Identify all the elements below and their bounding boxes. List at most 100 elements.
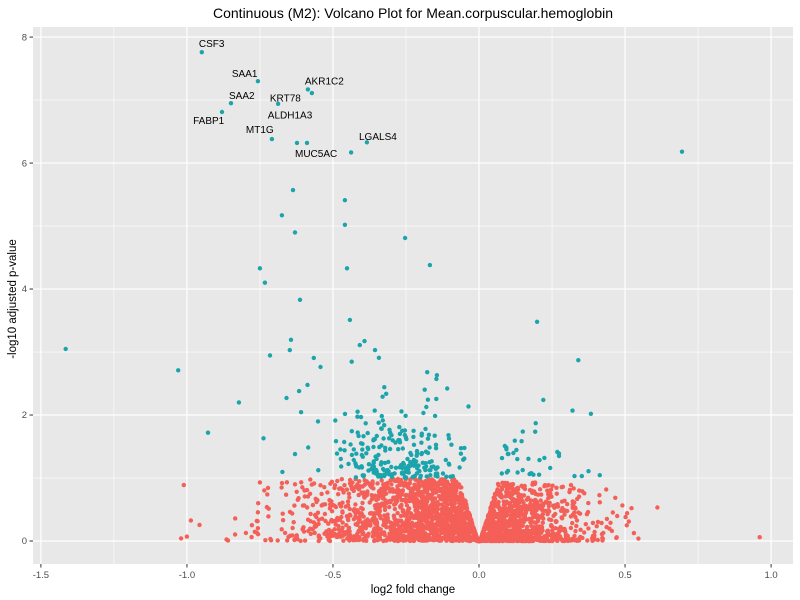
data-point-nonsignificant [547, 509, 552, 514]
data-point-nonsignificant [284, 480, 290, 485]
data-point-significant [429, 459, 434, 464]
data-point-nonsignificant [535, 518, 541, 524]
data-point-significant [514, 447, 519, 453]
data-point-nonsignificant [540, 503, 546, 508]
data-point-nonsignificant [382, 504, 388, 510]
data-point-nonsignificant [532, 481, 538, 487]
data-point-nonsignificant [337, 486, 342, 491]
data-point-significant [400, 446, 405, 451]
data-point-significant [402, 475, 407, 480]
data-point-significant [457, 465, 462, 470]
data-point-significant [433, 442, 439, 447]
data-point-significant [423, 467, 428, 473]
data-point-nonsignificant [387, 498, 392, 504]
data-point-nonsignificant [399, 519, 405, 525]
x-axis-title: log2 fold change [370, 584, 456, 596]
data-point-nonsignificant [459, 531, 464, 536]
data-point-nonsignificant [342, 531, 347, 536]
data-point-nonsignificant [373, 506, 378, 511]
data-point-nonsignificant [597, 500, 602, 505]
data-point-nonsignificant [413, 531, 418, 537]
data-point-nonsignificant [504, 506, 510, 512]
data-point-significant [586, 469, 591, 474]
data-point-significant [342, 198, 348, 203]
data-point-nonsignificant [583, 522, 588, 527]
data-point-nonsignificant [387, 537, 393, 542]
data-point-significant [292, 230, 298, 235]
data-point-significant [342, 439, 347, 445]
data-point-nonsignificant [431, 500, 436, 505]
data-point-nonsignificant [516, 494, 521, 499]
data-point-nonsignificant [373, 529, 378, 534]
data-point-nonsignificant [394, 529, 400, 534]
data-point-nonsignificant [513, 538, 518, 543]
data-point-nonsignificant [590, 520, 596, 526]
data-point-nonsignificant [512, 502, 517, 507]
data-point-significant [597, 473, 602, 478]
data-point-nonsignificant [538, 525, 544, 530]
data-point-significant [378, 473, 383, 478]
data-point-significant [409, 452, 414, 458]
data-point-significant [346, 461, 351, 467]
data-point-nonsignificant [432, 480, 438, 485]
data-point-nonsignificant [302, 494, 307, 499]
data-point-nonsignificant [599, 520, 604, 526]
data-point-nonsignificant [404, 503, 410, 508]
data-point-significant [417, 468, 422, 474]
data-point-gene-MUC5AC [304, 140, 310, 146]
data-point-significant [354, 451, 359, 456]
data-point-nonsignificant [313, 524, 319, 529]
data-point-nonsignificant [420, 489, 425, 495]
data-point-nonsignificant [510, 532, 515, 537]
data-point-nonsignificant [450, 523, 455, 528]
data-point-nonsignificant [527, 516, 532, 521]
data-point-nonsignificant [389, 482, 394, 487]
data-point-significant [349, 429, 354, 434]
data-point-significant [393, 465, 399, 470]
data-point-nonsignificant [319, 516, 325, 521]
data-point-nonsignificant [345, 503, 351, 508]
x-axis-tick-label: -0.5 [325, 570, 341, 581]
data-point-nonsignificant [554, 485, 559, 490]
data-point-nonsignificant [413, 503, 418, 508]
data-point-nonsignificant [545, 488, 550, 493]
data-point-nonsignificant [280, 518, 286, 523]
data-point-significant [296, 388, 302, 394]
data-point-significant [379, 413, 384, 419]
data-point-nonsignificant [620, 503, 625, 508]
data-point-nonsignificant [406, 515, 411, 520]
data-point-nonsignificant [311, 520, 317, 525]
data-point-nonsignificant [567, 489, 572, 495]
y-axis-tick-label: 6 [22, 158, 27, 169]
data-point-significant [411, 434, 416, 440]
data-point-nonsignificant [358, 484, 363, 489]
data-point-nonsignificant [326, 521, 331, 526]
data-point-significant [383, 445, 388, 450]
data-point-nonsignificant [290, 533, 295, 538]
data-point-nonsignificant [249, 534, 254, 540]
data-point-significant [396, 447, 401, 452]
data-point-nonsignificant [325, 490, 330, 495]
data-point-nonsignificant [454, 536, 459, 541]
data-point-nonsignificant [418, 499, 423, 504]
data-point-nonsignificant [582, 491, 587, 496]
data-point-significant [446, 433, 451, 438]
data-point-nonsignificant [534, 536, 539, 541]
data-point-nonsignificant [335, 478, 340, 484]
data-point-nonsignificant [255, 526, 261, 531]
data-point-nonsignificant [370, 481, 375, 487]
data-point-nonsignificant [542, 536, 547, 541]
data-point-nonsignificant [265, 492, 270, 497]
data-point-nonsignificant [545, 528, 550, 533]
data-point-nonsignificant [392, 506, 398, 512]
data-point-nonsignificant [441, 507, 447, 513]
data-point-significant [176, 368, 181, 373]
data-point-nonsignificant [592, 529, 597, 535]
data-point-significant [440, 471, 446, 476]
data-point-significant [435, 471, 440, 476]
data-point-nonsignificant [600, 536, 605, 541]
data-point-significant [458, 451, 464, 456]
data-point-significant [366, 462, 372, 467]
data-point-nonsignificant [624, 511, 630, 516]
data-point-nonsignificant [520, 504, 525, 509]
